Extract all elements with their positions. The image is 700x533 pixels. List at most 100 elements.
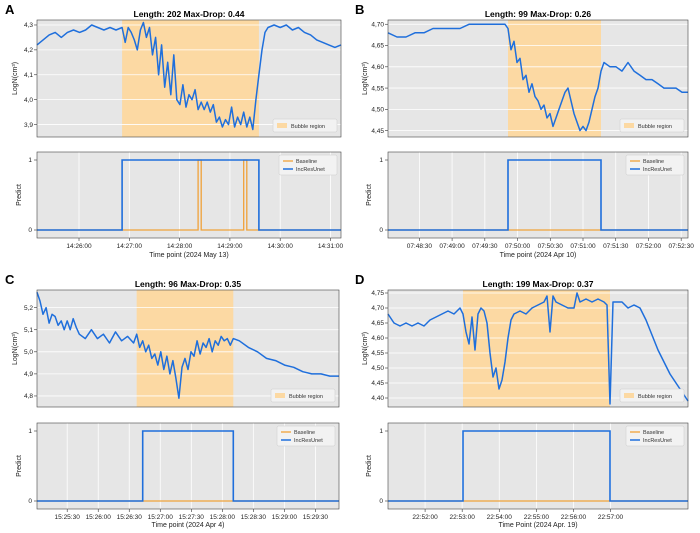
panel-c: C Length: 96 Max-Drop: 0.35 4,8 4,9 5,0 5,1 5,… [5, 272, 340, 529]
predict-legend-box [625, 425, 685, 447]
x-tick-label: 07:50:00 [505, 243, 531, 250]
y-tick-label: 5,1 [24, 327, 33, 334]
chart-title: Length: 96 Max-Drop: 0.35 [135, 279, 242, 289]
legend-baseline-label: Baseline [294, 430, 315, 436]
plot-frame [387, 289, 689, 408]
x-tick-label: 14:29:00 [217, 243, 243, 250]
bubble-region [508, 20, 601, 137]
y-tick-label: 4,1 [24, 72, 33, 79]
predict-y-tick-label: 1 [379, 157, 383, 164]
plot-frame [36, 289, 340, 408]
chart-title: Length: 199 Max-Drop: 0.37 [483, 279, 594, 289]
x-tick-label: 22:57:00 [598, 514, 624, 521]
legend-bubble-swatch [277, 123, 287, 128]
y-axis-label: LogN(cm³) [362, 62, 369, 95]
legend-box [272, 118, 338, 133]
x-tick-label: 15:26:30 [117, 514, 143, 521]
panel-b: B Length: 99 Max-Drop: 0.26 4,45 4,50 4,55 4,… [355, 2, 694, 259]
y-axis-label: LogN(cm³) [12, 332, 19, 365]
predict-y-tick-label: 1 [28, 157, 32, 164]
panel-a: A Length: 202 Max-Drop: 0.44 3,9 4,0 4,1 4,2 4… [5, 2, 344, 259]
y-tick-label: 3,9 [24, 122, 33, 129]
legend-bubble-swatch [624, 123, 634, 128]
bubble-region [122, 20, 259, 137]
logn-series-line [387, 292, 689, 405]
x-tick-label: 15:27:00 [148, 514, 174, 521]
predict-y-axis-label: Predict [366, 455, 373, 477]
x-tick-label: 07:49:00 [439, 243, 465, 250]
x-tick-label: 15:25:30 [55, 514, 81, 521]
incresunet-line [37, 159, 341, 231]
x-tick-label: 07:52:00 [636, 243, 662, 250]
legend-box [619, 388, 685, 403]
predict-legend-box [625, 154, 685, 176]
y-tick-label: 4,50 [371, 107, 384, 114]
legend-incresunet-label: IncResUnet [296, 167, 325, 173]
x-tick-label: 07:51:30 [603, 243, 629, 250]
x-tick-label: 22:56:00 [561, 514, 587, 521]
legend-incresunet-label: IncResUnet [294, 438, 323, 444]
bubble-region [463, 290, 610, 407]
y-tick-label: 4,55 [371, 85, 384, 92]
y-tick-label: 4,8 [24, 393, 33, 400]
predict-y-axis-label: Predict [366, 184, 373, 206]
predict-frame [36, 151, 342, 239]
y-tick-label: 4,70 [371, 21, 384, 28]
predict-frame [387, 151, 689, 239]
x-tick-label: 22:52:00 [412, 514, 438, 521]
predict-y-tick-label: 1 [28, 428, 32, 435]
y-tick-label: 4,60 [371, 64, 384, 71]
x-axis-label: Time Point (2024 Apr. 19) [498, 522, 577, 529]
x-tick-label: 07:48:30 [407, 243, 433, 250]
y-tick-label: 5,2 [24, 305, 33, 312]
x-tick-label: 14:26:00 [66, 243, 92, 250]
predict-legend-box [278, 154, 338, 176]
legend-box [270, 388, 336, 403]
chart-title: Length: 202 Max-Drop: 0.44 [134, 9, 245, 19]
predict-y-axis-label: Predict [16, 455, 23, 477]
incresunet-line [37, 430, 339, 502]
x-axis-label: Time point (2024 Apr 10) [500, 252, 577, 259]
legend-baseline-label: Baseline [643, 430, 664, 436]
y-tick-label: 4,45 [371, 380, 384, 387]
panel-d: D Length: 199 Max-Drop: 0.37 4,40 4,45 4,50 4… [355, 272, 689, 529]
x-tick-label: 07:52:30 [669, 243, 695, 250]
x-tick-label: 22:55:00 [524, 514, 550, 521]
legend-baseline-label: Baseline [296, 159, 317, 165]
x-tick-label: 14:30:00 [268, 243, 294, 250]
y-tick-label: 4,2 [24, 47, 33, 54]
incresunet-line [388, 430, 688, 502]
panel-label: A [5, 2, 15, 17]
legend-bubble-label: Bubble region [638, 124, 672, 130]
incresunet-line [388, 159, 688, 231]
x-tick-label: 15:27:30 [179, 514, 205, 521]
y-tick-label: 4,50 [371, 365, 384, 372]
legend-bubble-swatch [275, 393, 285, 398]
y-tick-label: 4,40 [371, 395, 384, 402]
bubble-region [136, 290, 234, 407]
legend-baseline-label: Baseline [643, 159, 664, 165]
plot-frame [36, 19, 342, 138]
y-tick-label: 4,60 [371, 335, 384, 342]
x-tick-label: 07:50:30 [538, 243, 564, 250]
legend-incresunet-label: IncResUnet [643, 167, 672, 173]
logn-series-line [387, 23, 688, 132]
predict-frame [36, 422, 340, 510]
x-tick-label: 15:28:00 [210, 514, 236, 521]
baseline-line [37, 159, 341, 231]
legend-incresunet-label: IncResUnet [643, 438, 672, 444]
legend-bubble-label: Bubble region [289, 394, 323, 400]
x-tick-label: 14:31:00 [318, 243, 344, 250]
panel-label: D [355, 272, 364, 287]
predict-y-tick-label: 0 [379, 498, 383, 505]
y-tick-label: 4,3 [24, 22, 33, 29]
x-tick-label: 07:49:30 [472, 243, 498, 250]
legend-bubble-label: Bubble region [291, 124, 325, 130]
y-tick-label: 4,75 [371, 290, 384, 297]
x-tick-label: 15:26:00 [86, 514, 112, 521]
legend-bubble-swatch [624, 393, 634, 398]
y-axis-label: LogN(cm³) [12, 62, 19, 95]
y-tick-label: 4,9 [24, 371, 33, 378]
panel-label: B [355, 2, 364, 17]
predict-legend-box [276, 425, 336, 447]
